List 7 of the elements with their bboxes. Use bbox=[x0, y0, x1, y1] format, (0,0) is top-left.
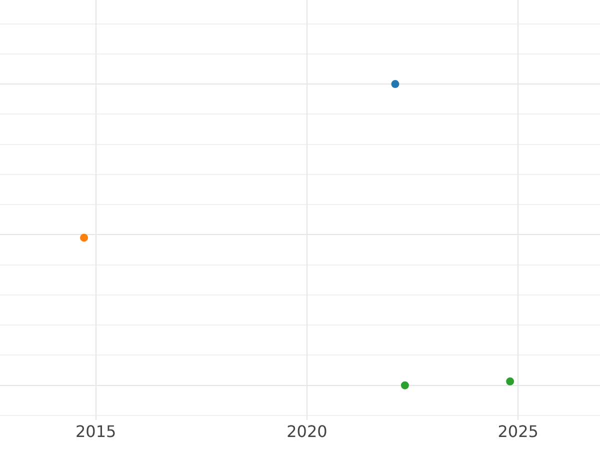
point bbox=[80, 234, 88, 242]
point bbox=[391, 80, 400, 88]
x-tick-label: 2015 bbox=[75, 422, 116, 441]
x-tick-label: 2025 bbox=[498, 422, 538, 441]
x-tick-label: 2020 bbox=[286, 422, 328, 441]
point bbox=[506, 377, 514, 386]
point bbox=[400, 381, 409, 390]
